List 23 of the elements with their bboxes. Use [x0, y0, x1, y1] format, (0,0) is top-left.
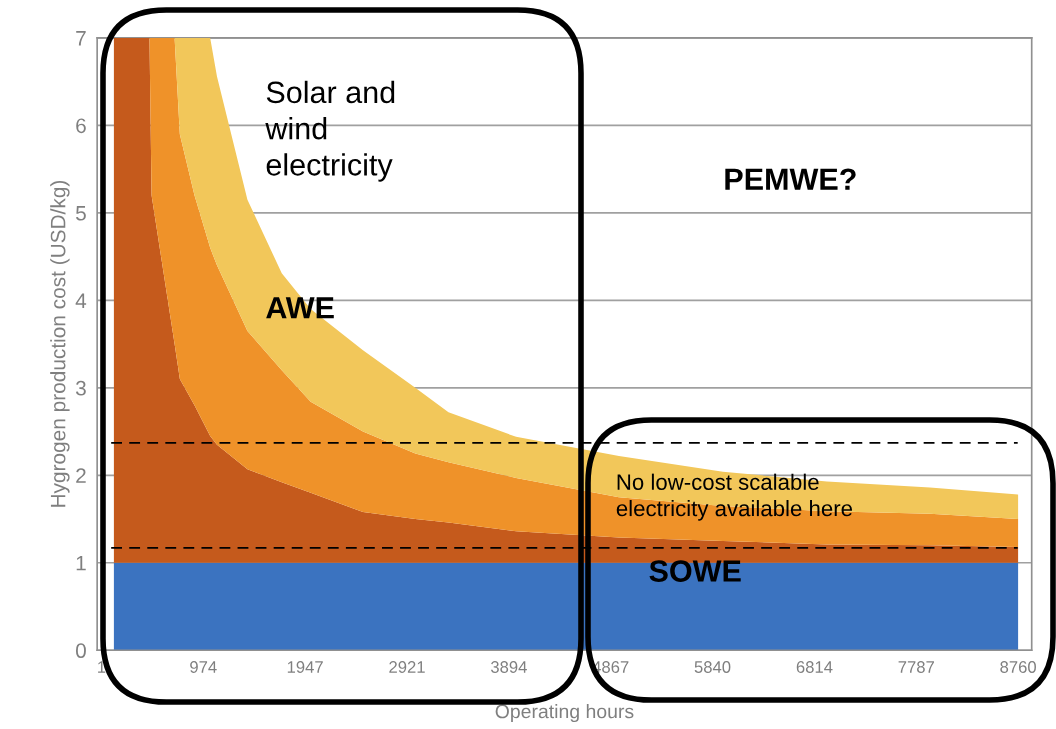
x-tick-label: 5840 [694, 661, 731, 673]
x-tick-label: 2921 [389, 661, 425, 673]
x-tick-label: 4867 [592, 661, 629, 673]
y-tick-label: 0 [75, 643, 86, 659]
x-axis-title: Operating hours [495, 704, 634, 723]
y-tick-label: 7 [76, 31, 86, 46]
x-tick-label: 3894 [490, 661, 527, 673]
annotation: SOWE [649, 560, 741, 582]
x-tick-label: 7787 [898, 661, 934, 673]
y-tick-label: 6 [76, 118, 86, 134]
annotation: Solar and wind electricity [265, 80, 395, 182]
y-axis-title: Hygrogen production cost (USD/kg) [50, 180, 70, 507]
y-tick-label: 4 [75, 293, 87, 308]
annotation: No low-cost scalable electricity available here [616, 473, 852, 521]
annotation: PEMWE? [725, 168, 856, 190]
y-tick-label: 5 [75, 206, 86, 221]
y-tick-label: 1 [76, 556, 86, 571]
x-tick-label: 1947 [287, 661, 323, 673]
x-tick-label: 8760 [1000, 661, 1036, 673]
y-tick-label: 2 [76, 468, 86, 483]
y-tick-label: 3 [75, 380, 86, 396]
x-tick-label: 974 [190, 661, 217, 673]
x-tick-label: 6814 [796, 661, 833, 673]
